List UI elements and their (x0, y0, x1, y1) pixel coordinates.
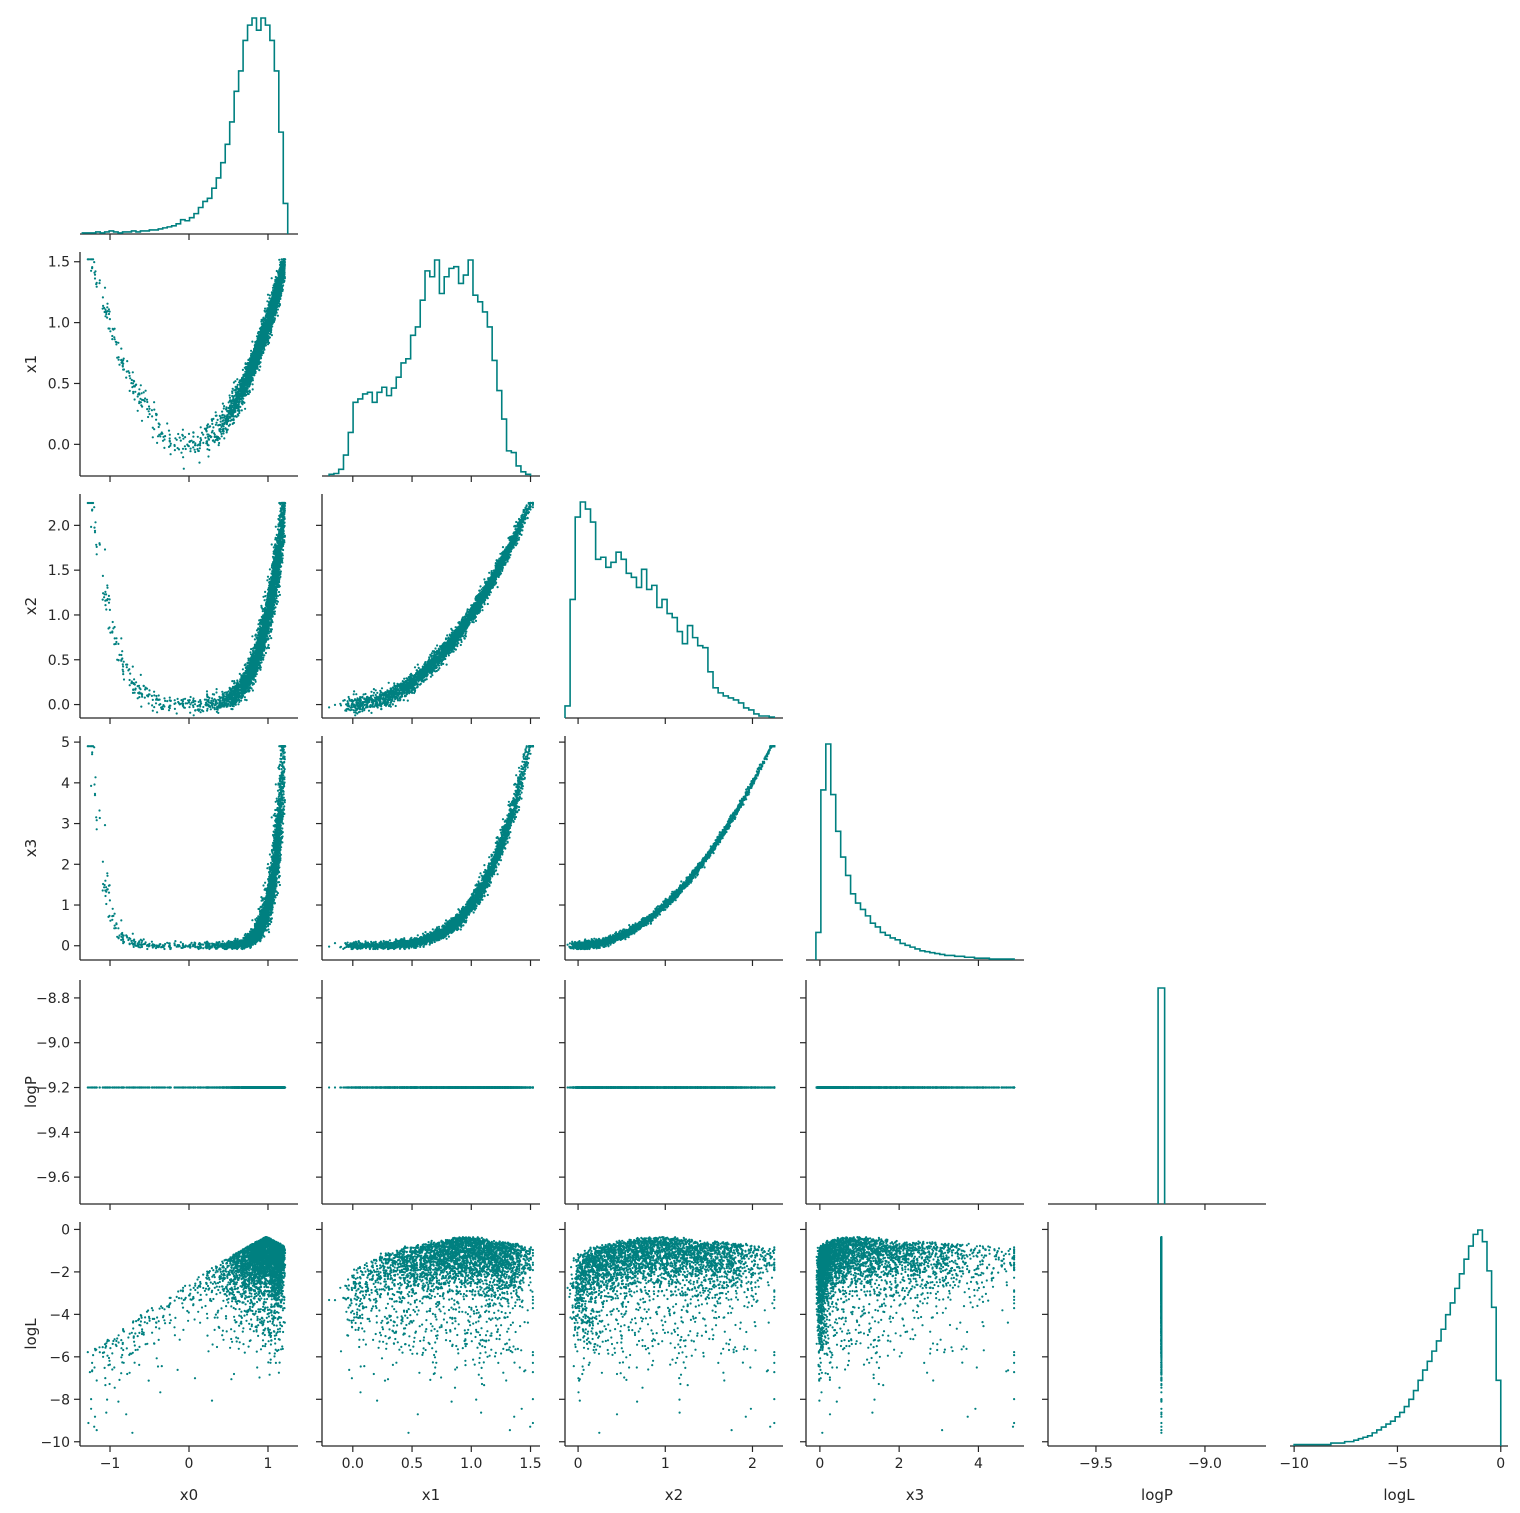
scatter-point (221, 411, 223, 413)
scatter-point (109, 330, 111, 332)
scatter-point (217, 419, 219, 421)
scatter-point (185, 448, 187, 450)
scatter-point (139, 398, 141, 400)
scatter-point (174, 437, 176, 439)
histogram-x0 (82, 18, 287, 234)
scatter-point (258, 369, 260, 371)
scatter-point (268, 297, 270, 299)
scatter-point (221, 423, 223, 425)
scatter-point (220, 433, 222, 435)
scatter-point (138, 388, 140, 390)
scatter-point (278, 305, 280, 307)
scatter-point (251, 341, 253, 343)
scatter-point (158, 422, 160, 424)
scatter-point (214, 434, 216, 436)
scatter-point (170, 443, 172, 445)
scatter-point (137, 410, 139, 412)
y-tick-label: 0.5 (48, 376, 70, 392)
scatter-point (218, 442, 220, 444)
scatter-point (207, 455, 209, 457)
scatter-point (144, 400, 146, 402)
scatter-point (250, 350, 252, 352)
scatter-point (129, 377, 131, 379)
scatter-point (108, 328, 110, 330)
scatter-point (148, 408, 150, 410)
panel-grid: 0.00.51.01.5x10.00.51.01.52.0x2012345x3−… (22, 18, 1508, 1504)
scatter-point (114, 338, 116, 340)
scatter-point (106, 303, 108, 305)
panel-x1-vs-x0: 0.00.51.01.5x1 (22, 252, 298, 482)
scatter-point (146, 401, 148, 403)
scatter-point (218, 444, 220, 446)
y-tick-label: 1.0 (48, 316, 70, 332)
scatter-point (140, 384, 142, 386)
scatter-point (113, 336, 115, 338)
scatter-point (160, 433, 162, 435)
scatter-point (152, 427, 154, 429)
scatter-point (157, 435, 159, 437)
scatter-point (200, 426, 202, 428)
scatter-point (271, 277, 273, 279)
scatter-point (194, 449, 196, 451)
scatter-point (131, 379, 133, 381)
scatter-point (200, 437, 202, 439)
scatter-point (269, 294, 271, 296)
scatter-point (158, 426, 160, 428)
scatter-point (192, 446, 194, 448)
y-tick-label: 1.5 (48, 255, 70, 271)
scatter-point (192, 441, 194, 443)
y-tick-label: 0.0 (48, 437, 70, 453)
scatter-point (169, 437, 171, 439)
scatter-point (143, 391, 145, 393)
scatter-point (183, 468, 185, 470)
scatter-points (87, 258, 287, 470)
scatter-point (109, 311, 111, 313)
scatter-point (115, 341, 117, 343)
scatter-point (98, 282, 100, 284)
scatter-point (140, 404, 142, 406)
scatter-point (216, 422, 218, 424)
scatter-point (241, 409, 243, 411)
scatter-point (229, 394, 231, 396)
scatter-point (94, 277, 96, 279)
scatter-point (178, 448, 180, 450)
panel-x0-vs-x0 (80, 18, 298, 240)
scatter-point (206, 448, 208, 450)
scatter-point (244, 408, 246, 410)
scatter-point (129, 375, 131, 377)
scatter-point (138, 393, 140, 395)
scatter-point (215, 424, 217, 426)
scatter-point (194, 451, 196, 453)
scatter-point (226, 431, 228, 433)
scatter-point (199, 447, 201, 449)
scatter-point (223, 407, 225, 409)
scatter-point (170, 453, 172, 455)
scatter-point (125, 377, 127, 379)
scatter-point (229, 397, 231, 399)
scatter-point (115, 343, 117, 345)
scatter-point (132, 382, 134, 384)
scatter-point (211, 423, 213, 425)
scatter-point (151, 415, 153, 417)
scatter-point (93, 261, 95, 263)
scatter-point (228, 413, 230, 415)
scatter-point (105, 310, 107, 312)
